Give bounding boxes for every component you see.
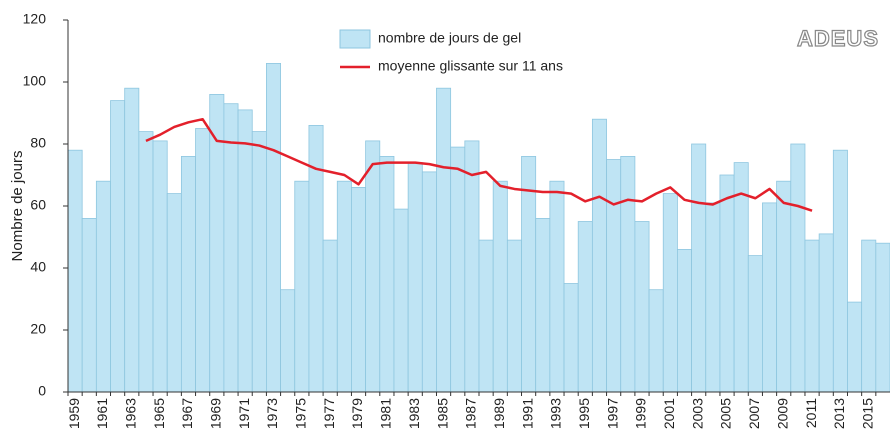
- bar: [606, 159, 622, 393]
- bar: [591, 118, 607, 393]
- bar: [152, 140, 168, 393]
- y-tick-label: 80: [30, 135, 46, 151]
- bar: [110, 100, 126, 393]
- bar: [634, 221, 650, 393]
- bar: [67, 149, 83, 393]
- x-tick-label: 1971: [236, 398, 252, 429]
- bar: [266, 63, 281, 393]
- bar: [166, 193, 182, 393]
- bar: [294, 180, 310, 393]
- bar: [351, 186, 367, 393]
- bar: [251, 131, 267, 393]
- bar: [677, 248, 692, 393]
- bar: [280, 289, 296, 393]
- x-tick-label: 1973: [264, 398, 280, 429]
- legend-label: nombre de jours de gel: [378, 30, 521, 46]
- bar: [322, 239, 338, 393]
- bar: [719, 174, 735, 393]
- bar: [535, 217, 551, 393]
- bar: [790, 143, 806, 393]
- x-tick-label: 1989: [491, 398, 507, 429]
- bar: [223, 103, 239, 393]
- x-tick-label: 2001: [661, 398, 677, 429]
- bar: [733, 162, 749, 393]
- x-tick-label: 1995: [576, 398, 592, 429]
- x-tick-label: 1963: [122, 398, 138, 429]
- bar: [705, 202, 721, 393]
- x-tick-label: 2007: [746, 398, 762, 429]
- x-tick-label: 2015: [859, 398, 875, 429]
- moving-average-line: [145, 117, 813, 212]
- x-tick-label: 1977: [321, 398, 337, 429]
- bar: [195, 128, 211, 393]
- y-tick-label: 100: [23, 73, 47, 89]
- bar: [421, 171, 437, 393]
- y-tick-label: 120: [23, 11, 47, 27]
- bar: [464, 140, 480, 393]
- x-tick-label: 2003: [689, 398, 705, 429]
- legend-swatch: [339, 29, 371, 49]
- x-tick-label: 1985: [434, 398, 450, 429]
- x-tick-label: 1991: [519, 398, 535, 429]
- x-tick-label: 1969: [208, 398, 224, 429]
- bar: [407, 162, 423, 393]
- bar: [662, 193, 678, 393]
- bar: [478, 239, 494, 393]
- x-tick-label: 1965: [151, 398, 167, 429]
- y-tick-label: 0: [38, 383, 46, 399]
- x-tick-label: 1997: [604, 398, 620, 429]
- x-tick-label: 1967: [179, 398, 195, 429]
- bar: [506, 239, 522, 393]
- bar: [237, 109, 253, 393]
- bar: [393, 208, 409, 393]
- bar: [620, 155, 636, 393]
- logo: ADEUS: [797, 26, 879, 51]
- bar: [365, 140, 381, 393]
- x-tick-label: 1959: [66, 398, 82, 429]
- bar: [861, 239, 877, 393]
- bar: [450, 146, 466, 393]
- bar: [818, 233, 834, 393]
- bar: [379, 155, 395, 393]
- bar: [832, 149, 848, 393]
- bar: [180, 155, 196, 393]
- bar: [549, 180, 565, 393]
- bar: [747, 255, 763, 393]
- x-tick-label: 2011: [803, 398, 819, 428]
- x-tick-label: 2009: [774, 398, 790, 429]
- x-tick-label: 2013: [831, 398, 847, 429]
- x-tick-label: 1979: [349, 398, 365, 429]
- bar: [81, 217, 97, 393]
- x-tick-label: 1987: [463, 398, 479, 429]
- x-tick-label: 1999: [633, 398, 649, 429]
- bar: [776, 180, 792, 393]
- y-tick-label: 20: [30, 321, 46, 337]
- bar: [804, 239, 820, 393]
- bar: [847, 301, 863, 393]
- bar: [95, 180, 111, 393]
- bar: [577, 221, 593, 393]
- bar: [436, 87, 452, 393]
- bar: [336, 180, 352, 393]
- x-tick-label: 1981: [378, 398, 394, 429]
- y-axis-label: Nombre de jours: [9, 151, 26, 262]
- bar: [762, 202, 778, 393]
- bar: [648, 289, 664, 393]
- x-tick-label: 1983: [406, 398, 422, 429]
- y-tick-label: 40: [30, 259, 46, 275]
- x-tick-label: 1993: [548, 398, 564, 429]
- bar: [563, 283, 579, 393]
- x-tick-label: 1961: [94, 398, 110, 429]
- x-tick-label: 1975: [293, 398, 309, 429]
- bar: [124, 87, 140, 393]
- bar: [492, 180, 508, 393]
- legend-label: moyenne glissante sur 11 ans: [378, 58, 563, 74]
- y-tick-label: 60: [30, 197, 46, 213]
- bar: [875, 242, 890, 393]
- x-tick-label: 2005: [718, 398, 734, 429]
- bar: [691, 143, 707, 393]
- bar: [138, 131, 154, 393]
